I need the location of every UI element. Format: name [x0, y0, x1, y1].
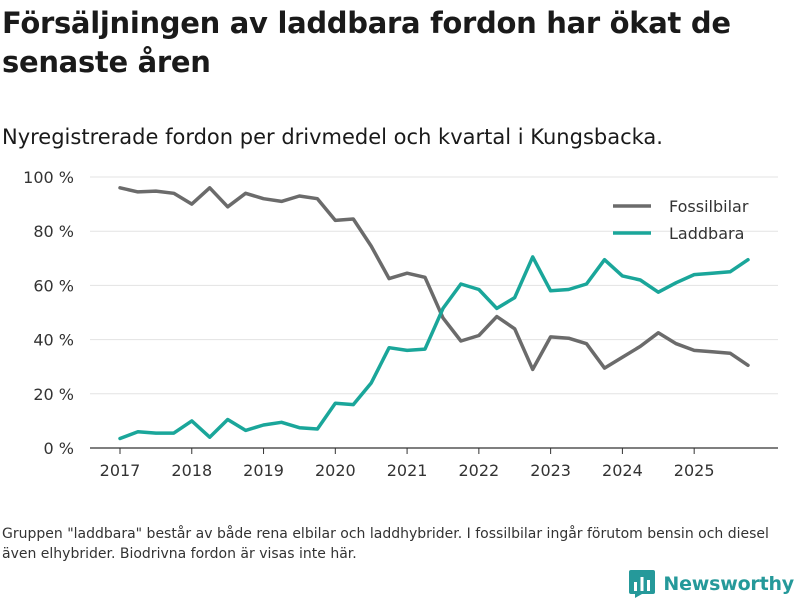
y-tick-label: 60 % — [33, 276, 74, 295]
x-tick-label: 2017 — [100, 461, 141, 480]
y-tick-label: 0 % — [44, 439, 74, 458]
y-tick-label: 80 % — [33, 222, 74, 241]
y-tick-label: 40 % — [33, 331, 74, 350]
x-tick-label: 2018 — [171, 461, 212, 480]
series-lines — [118, 186, 750, 441]
x-tick-label: 2020 — [315, 461, 356, 480]
axes: 0 % 20 % 40 % 60 % 80 % 100 % 2017 2018 2019 2020… — [23, 168, 778, 480]
newsworthy-logo-icon — [629, 570, 656, 598]
series-line-fossilbilar — [118, 186, 750, 372]
brand-logo: Newsworthy — [629, 568, 794, 600]
chart-subtitle: Nyregistrerade fordon per drivmedel och … — [2, 125, 663, 149]
x-tick-label: 2025 — [674, 461, 715, 480]
brand-name: Newsworthy — [663, 573, 794, 595]
x-tick-label: 2019 — [243, 461, 284, 480]
legend-label-fossilbilar: Fossilbilar — [669, 197, 749, 216]
x-tick-label: 2023 — [530, 461, 571, 480]
x-tick-label: 2024 — [602, 461, 643, 480]
x-tick-label: 2022 — [458, 461, 499, 480]
grid-lines — [90, 176, 778, 395]
chart-title: Försäljningen av laddbara fordon har öka… — [2, 6, 731, 79]
x-tick-label: 2021 — [387, 461, 428, 480]
y-tick-label: 20 % — [33, 385, 74, 404]
footnote: Gruppen "laddbara" består av både rena e… — [2, 526, 769, 562]
series-line-laddbara — [118, 255, 750, 441]
legend: Fossilbilar Laddbara — [613, 197, 749, 243]
legend-label-laddbara: Laddbara — [669, 224, 744, 243]
line-chart: 0 % 20 % 40 % 60 % 80 % 100 % 2017 2018 2019 2020… — [23, 168, 778, 480]
y-tick-label: 100 % — [23, 168, 74, 187]
